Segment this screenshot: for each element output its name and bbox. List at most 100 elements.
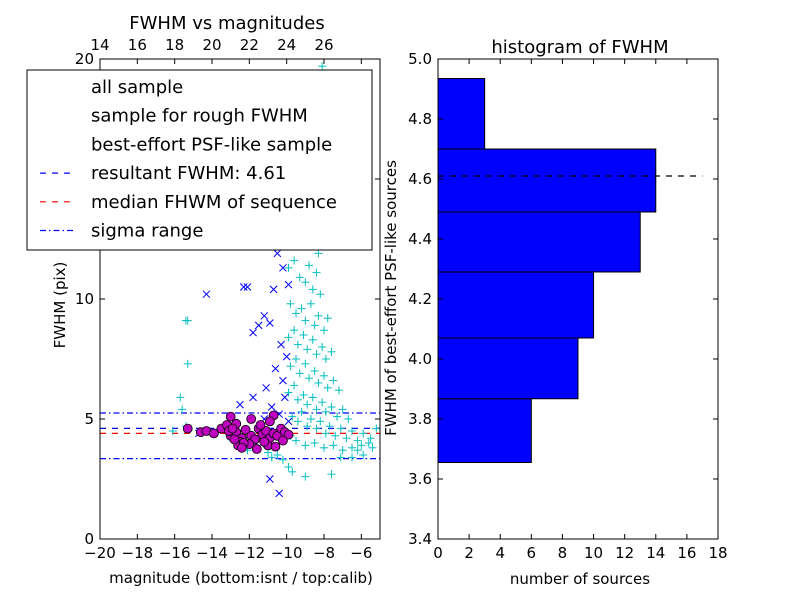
data-point <box>318 398 327 407</box>
x-tick-label: 4 <box>495 544 505 562</box>
data-point <box>320 326 328 335</box>
data-point <box>246 414 257 424</box>
data-point <box>243 283 252 291</box>
data-point <box>331 431 340 440</box>
y-tick-label: 20 <box>75 50 94 68</box>
top-x-tick-label: 14 <box>90 36 109 54</box>
legend-label: resultant FWHM: 4.61 <box>91 163 286 184</box>
x-tick-label: −12 <box>234 544 266 562</box>
x-tick-label: 10 <box>584 544 603 562</box>
data-point <box>249 393 257 402</box>
scatter-y-axis-label: FWHM (pix) <box>51 262 69 349</box>
data-point <box>342 434 351 443</box>
data-point <box>308 335 317 344</box>
data-point <box>338 405 347 414</box>
data-point <box>202 290 211 299</box>
data-point <box>368 443 377 452</box>
top-x-tick-label: 18 <box>165 36 184 54</box>
data-point <box>282 352 291 361</box>
data-point <box>284 388 293 397</box>
legend-entry: resultant FWHM: 4.61 <box>40 163 286 184</box>
data-point <box>280 393 289 402</box>
histogram-x-axis-label: number of sources <box>510 570 650 588</box>
y-tick-label: 3.8 <box>408 410 432 428</box>
histogram-title: histogram of FWHM <box>491 37 668 58</box>
legend-entry: sigma range <box>40 221 203 242</box>
top-x-tick-label: 16 <box>128 36 147 54</box>
x-tick-label: 8 <box>558 544 568 562</box>
data-point <box>168 427 177 435</box>
x-tick-label: 14 <box>646 544 665 562</box>
x-tick-label: 2 <box>464 544 474 562</box>
y-tick-label: 0 <box>84 530 94 548</box>
data-point <box>333 412 342 421</box>
data-point <box>338 446 347 455</box>
data-point <box>290 381 299 390</box>
data-point <box>323 383 332 392</box>
data-point <box>273 249 282 258</box>
data-point <box>290 256 299 265</box>
legend-label: best-effort PSF-like sample <box>91 134 332 155</box>
histogram-bar <box>437 398 532 463</box>
data-point <box>348 443 356 452</box>
x-tick-label: −14 <box>196 544 228 562</box>
top-x-tick-label: 24 <box>277 36 296 54</box>
scatter-x-axis-top: 14 16 18 20 22 24 26 <box>90 36 333 54</box>
data-point <box>297 407 306 416</box>
scatter-legend: all sample sample for rough FWHM best-effo… <box>26 69 373 251</box>
data-point <box>325 422 334 431</box>
data-point <box>279 263 287 272</box>
y-tick-label: 3.4 <box>408 530 432 548</box>
data-point <box>327 403 336 411</box>
data-point <box>314 379 323 387</box>
legend-label: all sample <box>91 77 183 98</box>
data-point <box>227 423 238 434</box>
legend-entry: median FHWM of sequence <box>40 192 337 213</box>
data-point <box>321 429 330 438</box>
x-tick-label: 16 <box>677 544 696 562</box>
data-point <box>305 261 314 270</box>
data-point <box>303 422 312 431</box>
data-point <box>336 424 345 433</box>
data-point <box>303 345 312 354</box>
data-point <box>283 429 294 440</box>
y-tick-label: 10 <box>75 290 94 308</box>
histogram-bars <box>437 78 657 463</box>
data-point <box>270 441 281 452</box>
data-point <box>277 340 285 349</box>
data-point <box>183 316 192 325</box>
data-point <box>327 347 336 356</box>
data-point <box>295 369 304 378</box>
data-point <box>334 386 343 395</box>
y-tick-label: 4.0 <box>408 350 432 368</box>
data-point <box>336 453 345 462</box>
top-x-tick-label: 22 <box>240 36 259 54</box>
data-point <box>306 299 315 308</box>
data-point <box>292 355 300 363</box>
legend-entry: all sample <box>91 77 183 98</box>
scatter-reference-lines <box>100 412 380 460</box>
data-point <box>293 417 302 426</box>
data-point <box>348 427 356 435</box>
data-point <box>240 424 251 435</box>
histogram-y-axis: 3.4 3.6 3.8 4.0 4.2 4.4 4.6 4.8 5.0 <box>408 50 718 548</box>
data-point <box>178 405 187 414</box>
data-point <box>284 417 293 426</box>
data-point <box>279 376 287 385</box>
data-point <box>273 451 282 459</box>
data-point <box>225 411 236 422</box>
data-point <box>290 326 299 335</box>
data-point <box>286 362 295 371</box>
x-tick-label: −20 <box>84 544 116 562</box>
data-point <box>320 443 328 452</box>
data-point <box>348 453 356 462</box>
data-point <box>259 436 270 447</box>
data-point <box>308 285 317 294</box>
scatter-x-axis-bottom: −20 −18 −16 −14 −12 −10 −8 −6 <box>84 59 372 562</box>
data-point <box>254 321 263 330</box>
data-point <box>288 467 297 476</box>
x-tick-label: 6 <box>527 544 537 562</box>
data-point <box>264 416 275 427</box>
data-point <box>320 371 328 380</box>
